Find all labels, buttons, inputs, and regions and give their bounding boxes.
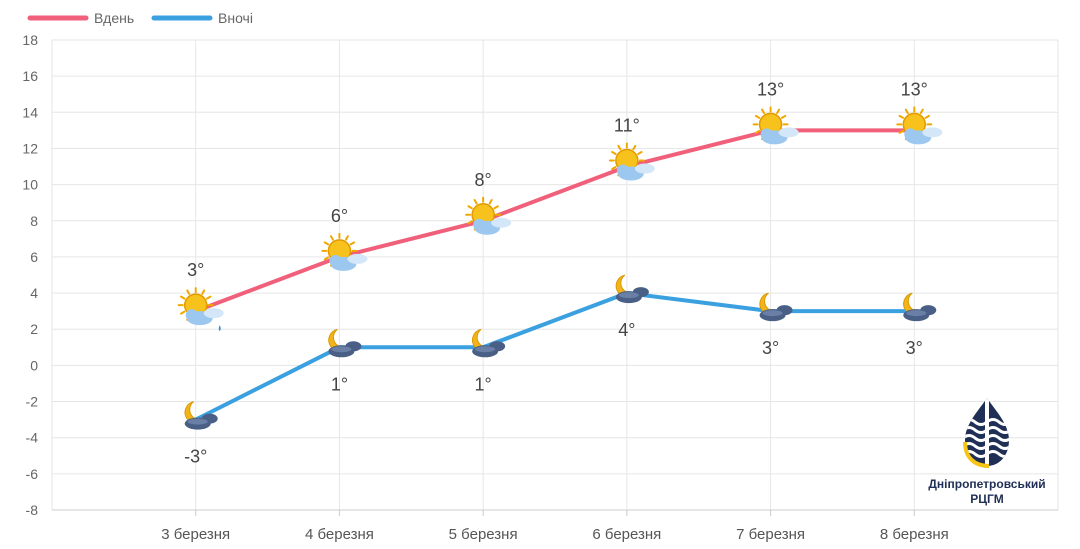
moon-cloud-icon	[184, 401, 218, 430]
y-tick-label: 4	[30, 285, 38, 301]
data-label: 6°	[331, 206, 348, 226]
sun-cloud-icon	[896, 106, 943, 145]
x-tick-label: 5 березня	[449, 526, 518, 543]
cloud-part	[759, 305, 793, 322]
x-tick-label: 6 березня	[592, 526, 661, 543]
cloud-part	[328, 341, 362, 358]
y-tick-label: 18	[22, 32, 38, 48]
sun-cloud-icon	[321, 232, 368, 271]
y-tick-label: 8	[30, 213, 38, 229]
y-tick-label: 16	[22, 68, 38, 84]
y-axis: 18 16 14 12 10 8 6 4 2 0 -2 -4 -6 -8	[22, 32, 38, 518]
data-label: -3°	[184, 447, 207, 467]
y-tick-label: 10	[22, 177, 38, 193]
sun-cloud-icon	[752, 106, 799, 145]
y-tick-label: 12	[22, 140, 38, 156]
data-label: 1°	[475, 374, 492, 394]
y-tick-label: 0	[30, 357, 38, 373]
cloud-part	[616, 163, 655, 181]
data-label: 13°	[757, 79, 784, 99]
legend-label: Вночі	[218, 10, 253, 26]
data-label: 13°	[901, 79, 928, 99]
cloud-part	[184, 413, 218, 430]
logo-line1: Дніпропетровський	[928, 477, 1045, 491]
y-tick-label: -8	[26, 502, 39, 518]
weather-icons	[177, 106, 943, 430]
x-tick-label: 4 березня	[305, 526, 374, 543]
moon-cloud-icon	[615, 274, 649, 304]
data-label: 3°	[187, 260, 204, 280]
moon-cloud-icon	[903, 292, 937, 322]
cloud-part	[472, 341, 506, 358]
x-tick-label: 7 березня	[736, 526, 805, 543]
cloud-part	[185, 308, 224, 326]
cloud-part	[329, 253, 368, 271]
logo: Дніпропетровський РЦГМ	[928, 398, 1046, 506]
moon-cloud-icon	[759, 292, 793, 322]
cloud-part	[760, 127, 799, 145]
data-label: 3°	[906, 338, 923, 358]
y-tick-label: -2	[26, 394, 39, 410]
sun-cloud-icon	[608, 142, 655, 181]
moon-cloud-icon	[328, 328, 362, 358]
series-line-night	[194, 291, 915, 422]
series-lines	[194, 128, 915, 422]
drop-logo-icon	[963, 398, 1009, 468]
x-axis: 3 березня 4 березня 5 березня 6 березня 7 бе…	[52, 509, 1058, 543]
data-label: 1°	[331, 374, 348, 394]
cloud-part	[473, 217, 512, 235]
data-label: 11°	[614, 116, 640, 136]
moon-cloud-icon	[472, 328, 506, 358]
y-tick-label: -4	[26, 430, 39, 446]
data-labels: 3° 6° 8° 11° 13° 13° -3° 1° 1° 4° 3° 3°	[184, 79, 928, 466]
logo-line2: РЦГМ	[970, 492, 1004, 506]
y-tick-label: -6	[26, 466, 39, 482]
x-tick-label: 8 березня	[880, 526, 949, 543]
data-label: 8°	[475, 170, 492, 190]
legend-label: Вдень	[94, 10, 134, 26]
data-label: 4°	[618, 320, 635, 340]
x-tick-label: 3 березня	[161, 526, 230, 543]
sun-cloud-rain-icon	[177, 287, 224, 332]
sun-cloud-icon	[465, 196, 512, 235]
cloud-part	[615, 287, 649, 304]
y-tick-label: 6	[30, 249, 38, 265]
data-label: 3°	[762, 338, 779, 358]
cloud-part	[903, 305, 937, 322]
legend: Вдень Вночі	[27, 10, 253, 26]
y-tick-label: 2	[30, 321, 38, 337]
rain-drop-icon	[218, 325, 221, 332]
y-tick-label: 14	[22, 104, 38, 120]
cloud-part	[904, 127, 943, 145]
